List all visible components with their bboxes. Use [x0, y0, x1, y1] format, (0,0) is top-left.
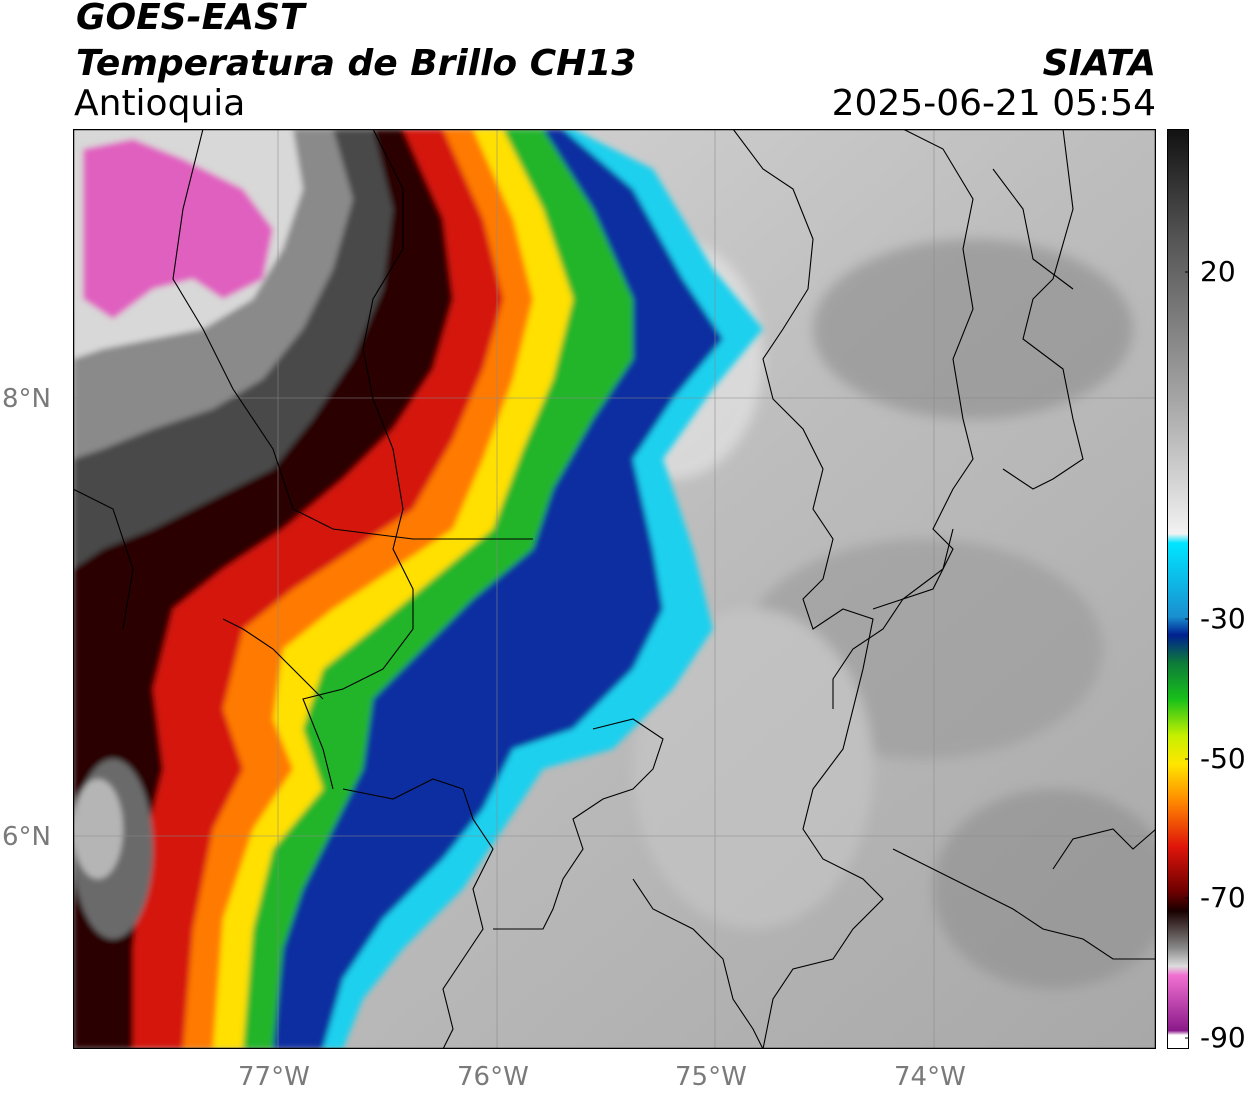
- boundary-line-8: [832, 528, 954, 709]
- boundary-line-3: [1002, 129, 1084, 490]
- boundary-line-11: [73, 488, 134, 630]
- cloud-magenta: [83, 139, 273, 319]
- boundary-line-10: [172, 129, 533, 540]
- boundary-line-7: [493, 718, 664, 930]
- colorbar-label-neg50: -50: [1200, 742, 1246, 775]
- lon-label-76w: 76°W: [457, 1062, 529, 1092]
- colorbar-label-neg30: -30: [1200, 602, 1246, 635]
- map-frame: [73, 129, 1156, 1049]
- satellite-title: GOES-EAST: [76, 0, 305, 38]
- boundary-line-2: [872, 129, 974, 610]
- colorbar-frame: [1167, 129, 1189, 1049]
- boundary-line-5: [222, 618, 324, 700]
- boundary-line-13: [1052, 828, 1156, 870]
- lat-label-8n: 8°N: [2, 384, 51, 414]
- boundary-line-1: [732, 129, 884, 1049]
- cloud-gray-southwest-light: [73, 779, 123, 879]
- brightness-temperature-map: [73, 129, 1156, 1049]
- colorbar-label-neg90: -90: [1200, 1021, 1246, 1054]
- product-title: Temperatura de Brillo CH13: [76, 43, 637, 84]
- lon-label-77w: 77°W: [238, 1062, 310, 1092]
- colorbar: [1167, 129, 1189, 1049]
- lon-label-74w: 74°W: [894, 1062, 966, 1092]
- colorbar-label-20: 20: [1200, 255, 1236, 288]
- colorbar-fill: [1167, 129, 1189, 1049]
- boundary-line-4: [302, 129, 414, 790]
- colorbar-label-neg70: -70: [1200, 881, 1246, 914]
- organization-label: SIATA: [1042, 43, 1156, 84]
- lat-label-6n: 6°N: [2, 822, 51, 852]
- datetime-label: 2025-06-21 05:54: [831, 83, 1156, 124]
- boundary-line-6: [342, 778, 494, 1049]
- lon-label-75w: 75°W: [675, 1062, 747, 1092]
- boundary-line-9: [632, 878, 764, 1049]
- boundary-line-14: [992, 168, 1074, 290]
- boundary-line-12: [892, 848, 1156, 960]
- region-label: Antioquia: [74, 83, 246, 124]
